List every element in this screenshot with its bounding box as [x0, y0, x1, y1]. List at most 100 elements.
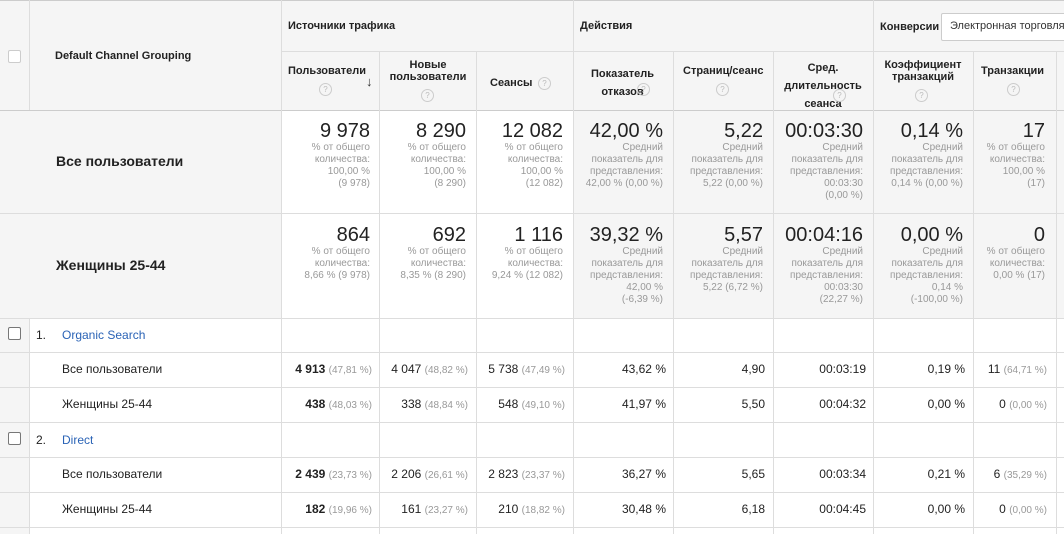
summary-comparison: Средний показатель для представления: 42,00…: [575, 246, 663, 306]
summary-comparison-line: количества:: [314, 154, 370, 165]
summary-comparison: Средний показатель для представления: 5,22 …: [675, 246, 763, 294]
summary-comparison: Средний показатель для представления: 00:03…: [775, 142, 863, 202]
metric-percent: (47,81 %): [328, 365, 372, 376]
row-checkbox[interactable]: [8, 432, 21, 445]
metric-value: 5 738: [488, 362, 519, 376]
column-label: Показатель отказов: [590, 68, 655, 98]
summary-comparison-line: % от общего: [504, 142, 563, 153]
summary-comparison: % от общего количества: 100,00 % (8 290): [381, 142, 466, 190]
summary-comparison-line: (0,00 %): [825, 190, 863, 201]
summary-comparison-line: % от общего: [986, 246, 1045, 257]
summary-comparison-line: количества:: [314, 258, 370, 269]
metric-cell-pages: 5,65: [675, 467, 765, 481]
grid-line: [0, 527, 1064, 528]
summary-comparison-line: Средний: [622, 142, 663, 153]
summary-comparison-line: 100,00 %: [520, 166, 563, 177]
channel-link-direct[interactable]: Direct: [62, 433, 94, 447]
metric-percent: (48,82 %): [424, 365, 468, 376]
help-icon[interactable]: ?: [833, 89, 846, 102]
summary-comparison-line: Средний: [822, 246, 863, 257]
summary-comparison-line: 0,14 % (0,00 %): [891, 178, 963, 189]
metric-value: 0,21 %: [927, 467, 965, 481]
column-header-pages-per-session[interactable]: Страниц/сеанс: [683, 65, 764, 77]
column-header-transactions[interactable]: Транзакции: [981, 65, 1044, 77]
metric-value: 30,48 %: [621, 502, 666, 516]
help-icon[interactable]: ?: [1007, 83, 1020, 96]
summary-comparison-line: Средний: [622, 246, 663, 257]
metric-cell-transactions: 0 (0,00 %): [975, 397, 1047, 411]
row-checkbox[interactable]: [8, 327, 21, 340]
summary-value: 12 082: [501, 120, 563, 142]
column-header-conversion-rate[interactable]: Коэффициент транзакций: [880, 59, 966, 83]
metric-percent: (23,27 %): [424, 505, 468, 516]
summary-comparison: % от общего количества: 8,66 % (9 978): [283, 246, 370, 282]
summary-comparison-line: 5,22 (0,00 %): [702, 178, 763, 189]
metric-cell-sessions: 548 (49,10 %): [478, 397, 565, 411]
column-header-avg-session-duration[interactable]: Сред. длительность сеанса: [780, 59, 866, 113]
help-icon[interactable]: ?: [538, 77, 551, 90]
summary-comparison-line: Средний: [922, 246, 963, 257]
metric-cell-users: 2 439 (23,73 %): [283, 467, 372, 481]
metric-percent: (35,29 %): [1003, 470, 1047, 481]
summary-comparison-line: показатель для: [691, 154, 763, 165]
metric-value: 0,19 %: [927, 362, 965, 376]
summary-comparison-line: представления:: [590, 166, 663, 177]
metric-value: 210: [498, 502, 519, 516]
summary-comparison-line: % от общего: [311, 246, 370, 257]
summary-value: 0,00 %: [900, 224, 963, 246]
group-header-traffic: Источники трафика: [288, 20, 396, 32]
summary-segment-label: Женщины 25-44: [56, 257, 166, 273]
summary-comparison: % от общего количества: 8,35 % (8 290): [381, 246, 466, 282]
channel-link-organic-search[interactable]: Organic Search: [62, 328, 146, 342]
summary-comparison-line: % от общего: [311, 142, 370, 153]
grid-line: [281, 0, 282, 534]
summary-comparison-line: % от общего: [407, 142, 466, 153]
summary-comparison-line: количества:: [507, 258, 563, 269]
summary-comparison-line: представления:: [690, 270, 763, 281]
metric-value: 5,50: [741, 397, 765, 411]
grid-line: [0, 213, 1064, 214]
summary-comparison: % от общего количества: 0,00 % (17): [975, 246, 1045, 282]
summary-comparison-line: 100,00 %: [1002, 166, 1045, 177]
metric-percent: (0,00 %): [1009, 400, 1047, 411]
help-icon[interactable]: ?: [421, 89, 434, 102]
summary-comparison-line: Средний: [822, 142, 863, 153]
metric-cell-transactions: 11 (64,71 %): [975, 362, 1047, 376]
help-icon[interactable]: ?: [637, 83, 650, 96]
metric-cell-users: 4 913 (47,81 %): [283, 362, 372, 376]
column-header-sessions[interactable]: Сеансы: [490, 77, 532, 89]
summary-comparison-line: количества:: [989, 154, 1045, 165]
metric-cell-new-users: 4 047 (48,82 %): [381, 362, 468, 376]
conversion-type-dropdown[interactable]: Электронная торговля: [941, 13, 1064, 41]
metric-cell-sessions: 5 738 (47,49 %): [478, 362, 565, 376]
metric-cell-duration: 00:03:34: [775, 467, 866, 481]
summary-comparison-line: представления:: [790, 270, 863, 281]
metric-value: 4 047: [391, 362, 422, 376]
dimension-header[interactable]: Default Channel Grouping: [55, 50, 192, 62]
summary-comparison: % от общего количества: 100,00 % (17): [975, 142, 1045, 190]
summary-comparison-line: показатель для: [891, 154, 963, 165]
metric-value: 6: [993, 467, 1001, 481]
summary-comparison-line: 8,66 % (9 978): [304, 270, 370, 281]
metric-value: 36,27 %: [621, 467, 666, 481]
column-header-new-users[interactable]: Новые пользователи: [385, 59, 471, 83]
column-header-bounce-rate[interactable]: Показатель отказов: [585, 65, 660, 101]
metric-value: 161: [401, 502, 422, 516]
help-icon[interactable]: ?: [319, 83, 332, 96]
help-icon[interactable]: ?: [915, 89, 928, 102]
summary-comparison-line: показатель для: [691, 258, 763, 269]
segment-row-label: Женщины 25-44: [62, 397, 153, 411]
select-all-checkbox[interactable]: [8, 50, 21, 63]
column-label: Пользователи: [288, 65, 367, 77]
help-icon[interactable]: ?: [716, 83, 729, 96]
column-label: Коэффициент транзакций: [884, 59, 962, 83]
summary-comparison-line: 5,22 (6,72 %): [702, 282, 763, 293]
summary-value: 00:03:30: [785, 120, 863, 142]
metric-value: 0,00 %: [927, 502, 965, 516]
summary-value: 1 116: [514, 224, 563, 246]
summary-value: 39,32 %: [589, 224, 663, 246]
segment-row-label: Все пользователи: [62, 467, 163, 481]
sort-arrow-icon[interactable]: ↓: [366, 74, 373, 89]
column-header-users[interactable]: Пользователи: [283, 65, 368, 77]
summary-value: 9 978: [319, 120, 370, 142]
